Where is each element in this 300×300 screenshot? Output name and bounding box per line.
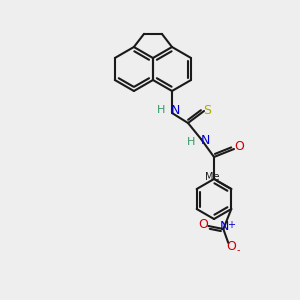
Text: N: N [201,134,210,148]
Text: N: N [171,103,180,116]
Text: H: H [157,105,165,115]
Text: Me: Me [205,172,220,182]
Text: S: S [203,103,211,116]
Text: -: - [237,245,240,255]
Text: H: H [187,137,195,147]
Text: +: + [227,220,235,230]
Text: N: N [220,220,229,233]
Text: O: O [234,140,244,154]
Text: O: O [198,218,208,230]
Text: O: O [226,239,236,253]
